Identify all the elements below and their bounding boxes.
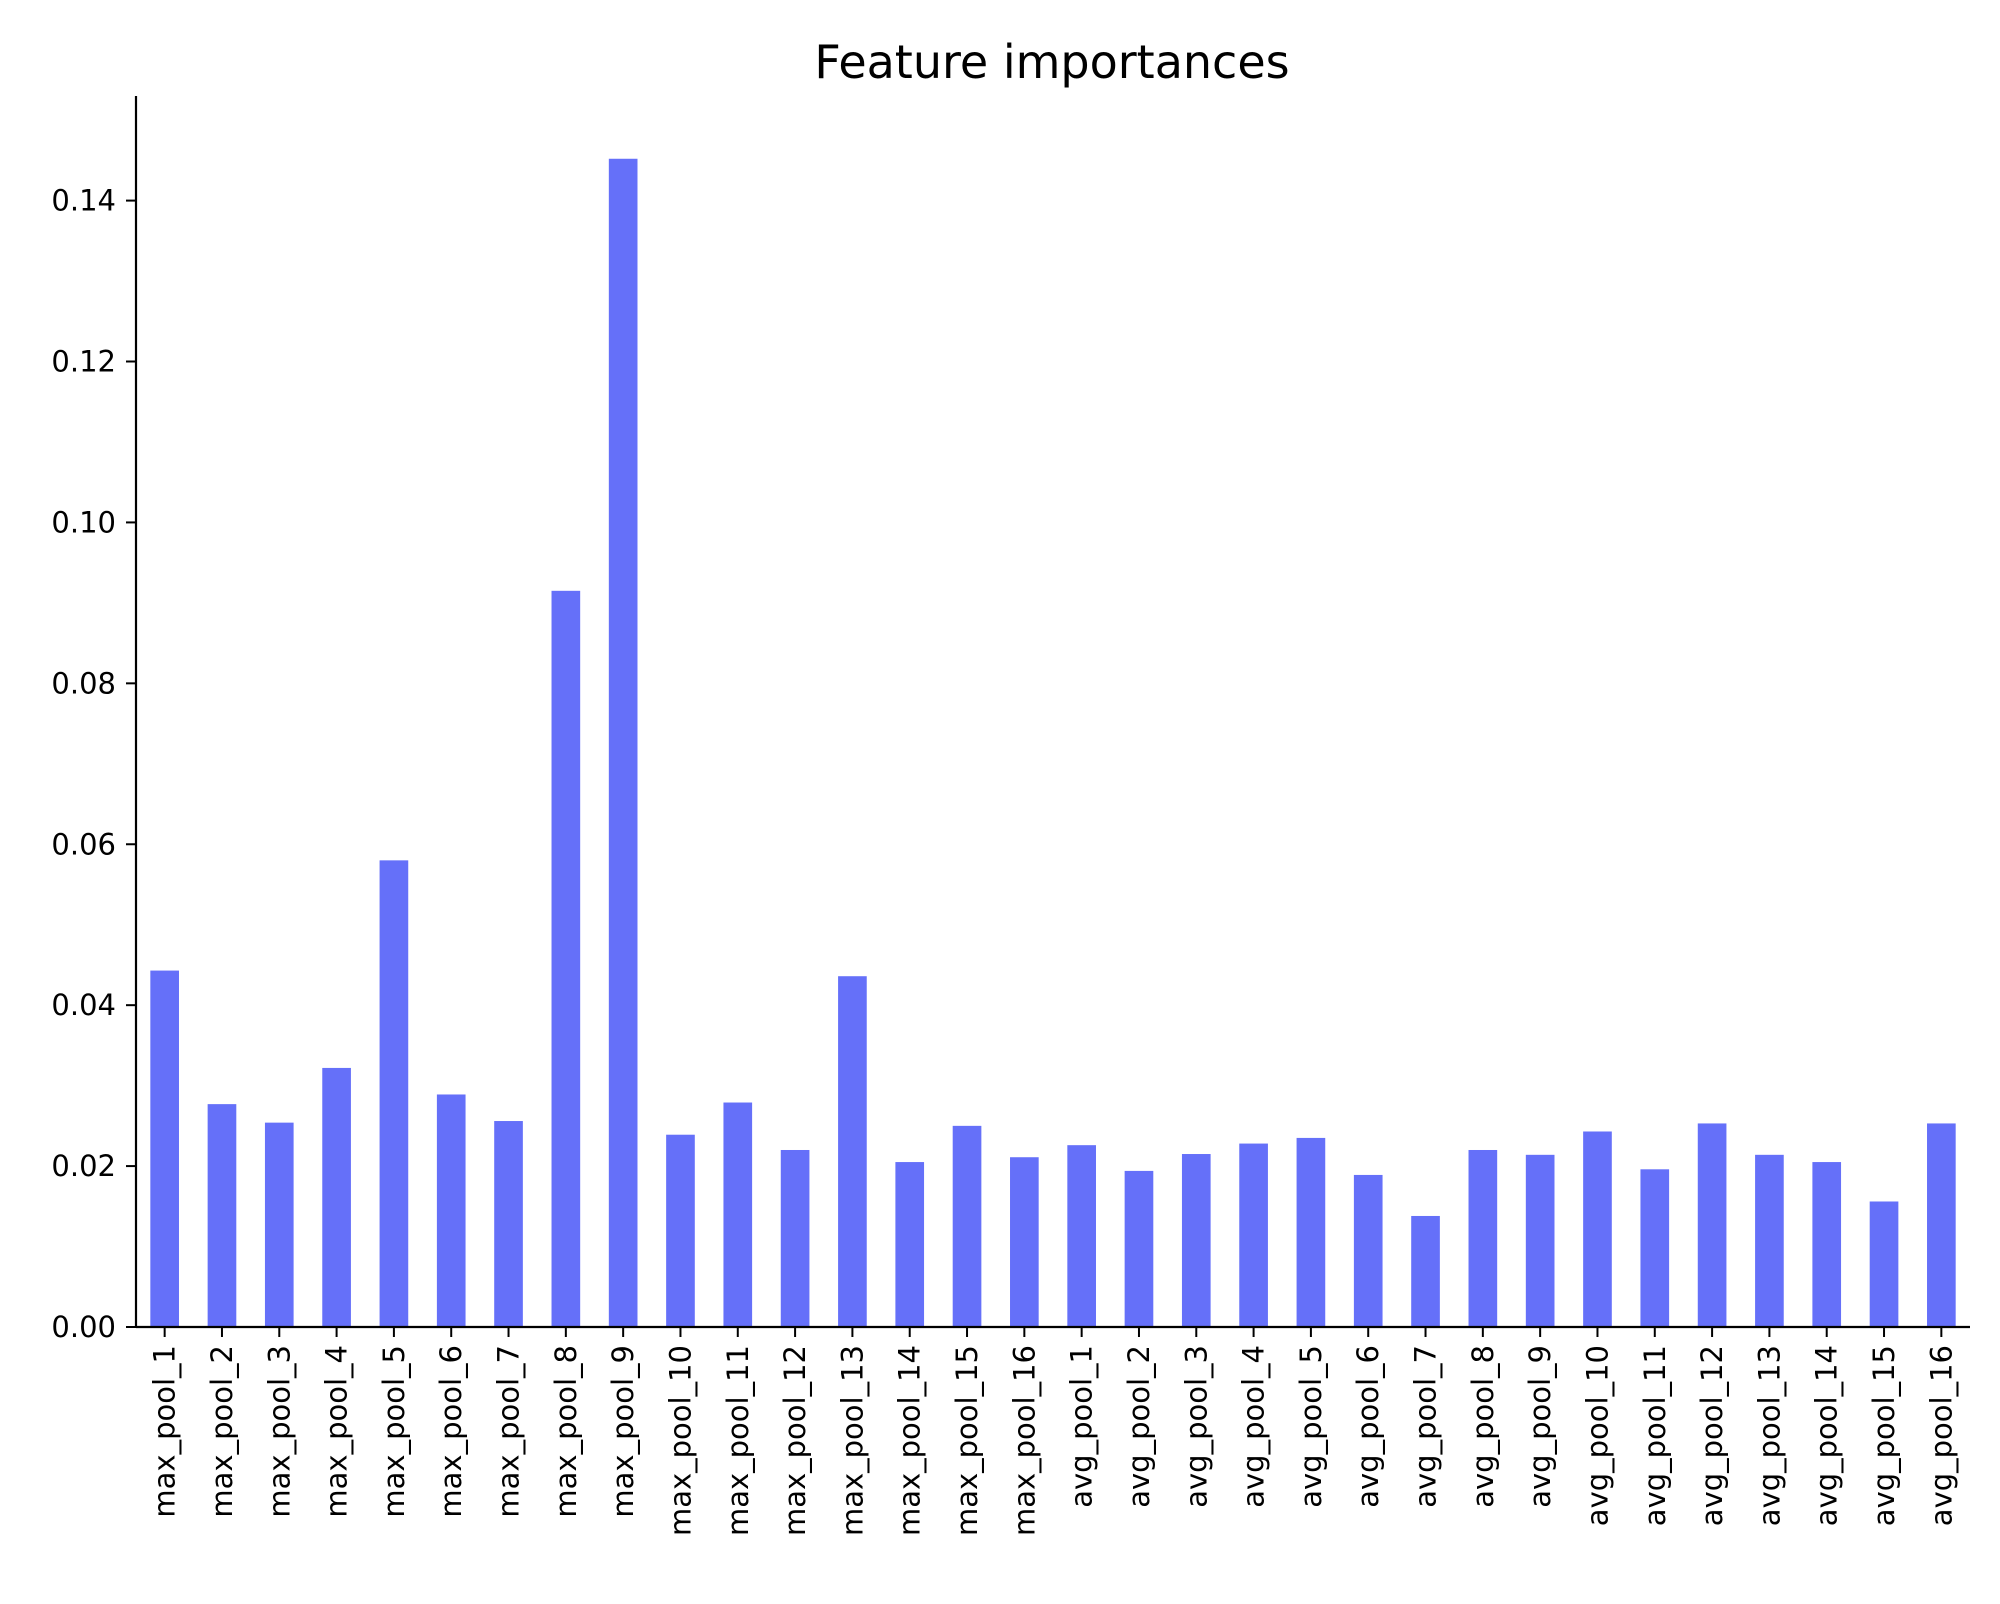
bar-max-pool-4 xyxy=(322,1067,351,1327)
bar-max-pool-2 xyxy=(207,1104,237,1327)
bar-avg-pool-16 xyxy=(1927,1123,1956,1327)
x-tick-label: max_pool_6 xyxy=(434,1345,468,1518)
y-tick-label: 0.10 xyxy=(51,505,116,539)
y-tick-label: 0.04 xyxy=(51,988,116,1022)
y-tick-label: 0.08 xyxy=(51,666,116,700)
x-tick-label: avg_pool_12 xyxy=(1695,1345,1729,1526)
bars-group xyxy=(150,158,1956,1327)
x-tick-label: avg_pool_9 xyxy=(1523,1345,1557,1508)
bar-max-pool-14 xyxy=(895,1162,925,1327)
y-tick-label: 0.14 xyxy=(51,184,116,218)
bar-max-pool-15 xyxy=(952,1125,982,1327)
x-tick-label: max_pool_10 xyxy=(663,1345,697,1536)
bar-max-pool-3 xyxy=(264,1122,294,1327)
bar-avg-pool-2 xyxy=(1124,1170,1154,1327)
bar-max-pool-11 xyxy=(723,1102,753,1327)
x-tick-label: max_pool_5 xyxy=(377,1345,411,1518)
x-tick-label: avg_pool_4 xyxy=(1237,1345,1271,1508)
bar-avg-pool-5 xyxy=(1296,1137,1326,1327)
x-tick-label: max_pool_14 xyxy=(893,1345,927,1536)
x-tick-label: max_pool_15 xyxy=(950,1345,984,1536)
x-tick-label: avg_pool_11 xyxy=(1638,1345,1672,1526)
bar-avg-pool-10 xyxy=(1583,1131,1612,1327)
x-tick-label: max_pool_7 xyxy=(492,1345,526,1518)
x-tick-label: max_pool_13 xyxy=(835,1345,869,1536)
bar-max-pool-13 xyxy=(838,976,867,1327)
y-axis: 0.00 0.02 0.04 0.06 0.08 0.10 0.12 0.14 xyxy=(51,96,138,1344)
x-tick-label: avg_pool_10 xyxy=(1580,1345,1614,1526)
bar-avg-pool-4 xyxy=(1239,1143,1268,1327)
bar-max-pool-16 xyxy=(1010,1157,1039,1327)
x-tick-label: max_pool_9 xyxy=(606,1345,640,1518)
bar-max-pool-12 xyxy=(780,1149,810,1327)
y-tick-label: 0.12 xyxy=(51,345,116,379)
bar-avg-pool-14 xyxy=(1812,1162,1842,1327)
chart-title: Feature importances xyxy=(814,35,1289,89)
bar-avg-pool-1 xyxy=(1067,1145,1096,1327)
bar-max-pool-1 xyxy=(150,970,179,1327)
bar-avg-pool-3 xyxy=(1181,1154,1211,1327)
x-tick-label: max_pool_11 xyxy=(721,1345,755,1536)
x-tick-label: avg_pool_2 xyxy=(1122,1345,1156,1508)
x-tick-label: avg_pool_8 xyxy=(1466,1345,1500,1508)
bar-avg-pool-7 xyxy=(1411,1215,1440,1327)
bar-max-pool-5 xyxy=(379,860,409,1327)
x-tick-label: avg_pool_1 xyxy=(1065,1345,1099,1508)
x-tick-label: max_pool_8 xyxy=(549,1345,583,1518)
bar-max-pool-10 xyxy=(666,1134,695,1327)
x-tick-label: max_pool_1 xyxy=(148,1345,182,1518)
bar-avg-pool-8 xyxy=(1468,1149,1498,1327)
x-tick-label: avg_pool_13 xyxy=(1752,1345,1786,1526)
bar-max-pool-7 xyxy=(494,1121,523,1327)
y-tick-label: 0.06 xyxy=(51,827,116,861)
bar-max-pool-8 xyxy=(551,590,581,1327)
x-tick-label: max_pool_12 xyxy=(778,1345,812,1536)
x-axis: max_pool_1 max_pool_2 max_pool_3 max_pool_4… xyxy=(136,1325,1970,1536)
x-tick-label: avg_pool_6 xyxy=(1351,1345,1385,1508)
bar-avg-pool-9 xyxy=(1525,1154,1555,1327)
x-tick-label: max_pool_4 xyxy=(320,1345,354,1518)
x-tick-label: max_pool_16 xyxy=(1007,1345,1041,1536)
x-tick-label: max_pool_3 xyxy=(262,1345,296,1518)
y-tick-label: 0.02 xyxy=(51,1149,116,1183)
bar-avg-pool-11 xyxy=(1640,1169,1670,1327)
x-tick-label: avg_pool_5 xyxy=(1294,1345,1328,1508)
bar-max-pool-6 xyxy=(436,1094,466,1327)
y-tick-label: 0.00 xyxy=(51,1310,116,1344)
bar-max-pool-9 xyxy=(608,158,638,1327)
bar-avg-pool-15 xyxy=(1869,1201,1899,1327)
x-tick-label: avg_pool_16 xyxy=(1924,1345,1958,1526)
x-tick-label: max_pool_2 xyxy=(205,1345,239,1518)
x-tick-label: avg_pool_7 xyxy=(1409,1345,1443,1508)
bar-avg-pool-6 xyxy=(1353,1174,1383,1327)
bar-avg-pool-12 xyxy=(1697,1123,1727,1327)
x-tick-label: avg_pool_3 xyxy=(1179,1345,1213,1508)
x-tick-label: avg_pool_14 xyxy=(1810,1345,1844,1526)
x-tick-label: avg_pool_15 xyxy=(1867,1345,1901,1526)
bar-avg-pool-13 xyxy=(1755,1154,1784,1327)
